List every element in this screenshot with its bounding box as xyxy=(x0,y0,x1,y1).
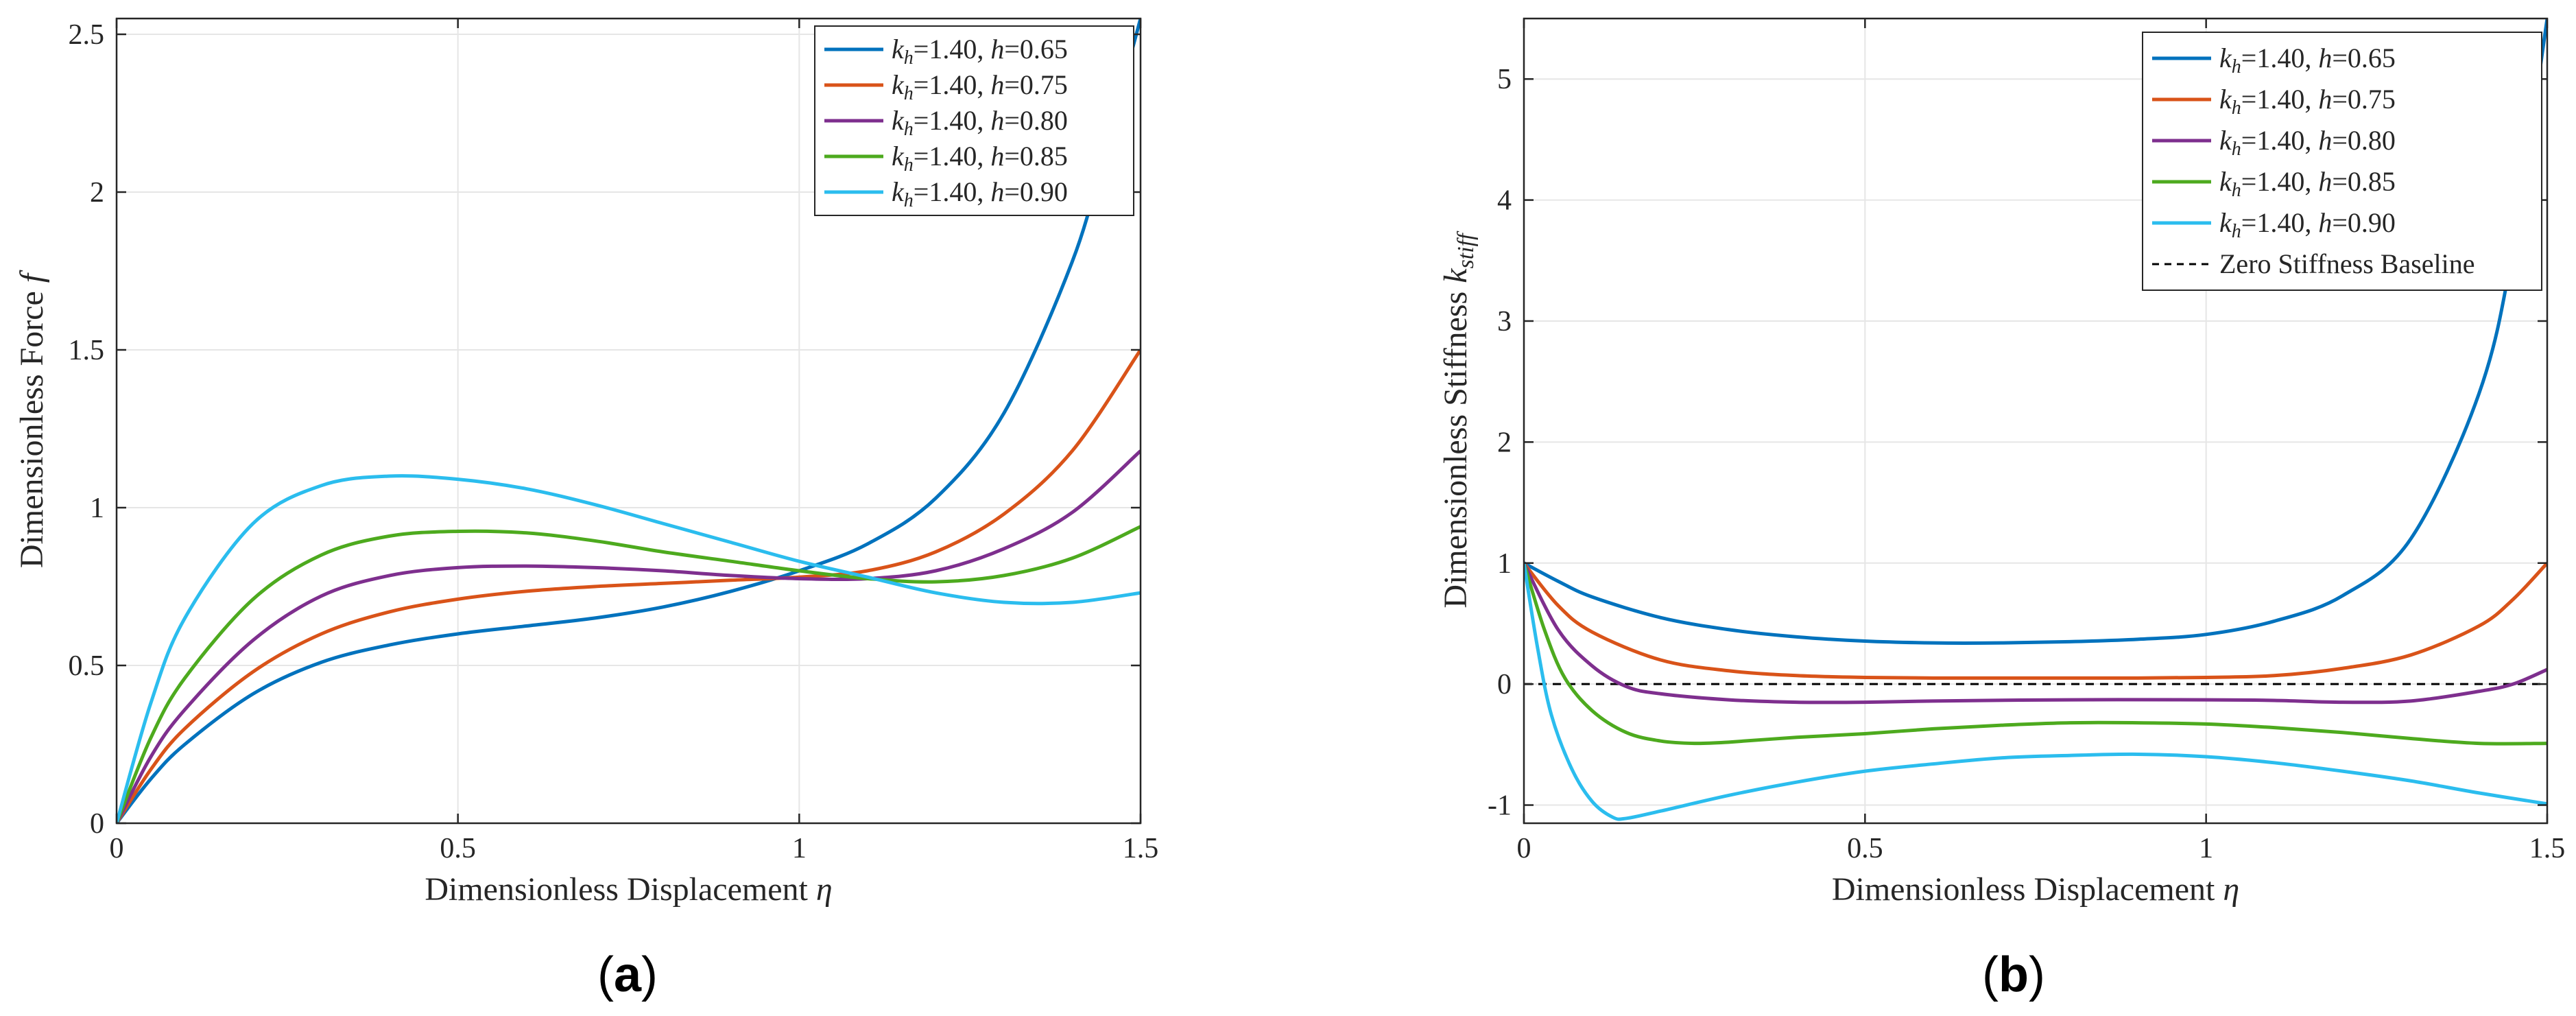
y-tick-label: 1.5 xyxy=(69,335,105,366)
panel-label: (a) xyxy=(597,947,658,1002)
x-axis-label: Dimensionless Displacement η xyxy=(1832,871,2239,908)
legend-entry: kh=1.40, h=0.65 xyxy=(892,34,1068,69)
series-line-3 xyxy=(1524,563,2547,746)
panel-label: (b) xyxy=(1982,947,2045,1002)
legend-entry-baseline: Zero Stiffness Baseline xyxy=(2219,248,2475,279)
legend-entry: kh=1.40, h=0.75 xyxy=(892,69,1068,104)
y-tick-label: 3 xyxy=(1497,306,1512,338)
y-axis-label: Dimensionless Stiffness kstiff xyxy=(1438,231,1479,609)
y-tick-label: -1 xyxy=(1488,790,1512,822)
series-line-1 xyxy=(117,348,1141,823)
legend-entry: kh=1.40, h=0.90 xyxy=(2219,207,2396,242)
legend-entry: kh=1.40, h=0.85 xyxy=(2219,166,2396,201)
legend-box xyxy=(2142,32,2542,291)
x-tick-label: 1 xyxy=(792,833,807,864)
legend-entry: kh=1.40, h=0.90 xyxy=(892,176,1068,211)
y-tick-label: 2 xyxy=(90,177,104,209)
series-line-0 xyxy=(117,19,1141,823)
y-tick-label: 1 xyxy=(1497,548,1512,580)
series-line-2 xyxy=(117,449,1141,823)
plot-frame xyxy=(1523,17,2549,825)
x-axis-label: Dimensionless Displacement η xyxy=(425,871,832,908)
series-line-0 xyxy=(1524,19,2547,645)
series-line-1 xyxy=(1524,562,2547,680)
y-axis-label: Dimensionless Force f xyxy=(14,270,50,568)
x-tick-label: 0 xyxy=(110,833,124,864)
legend-entry: kh=1.40, h=0.80 xyxy=(2219,125,2396,160)
x-tick-label: 1.5 xyxy=(1123,833,1159,864)
x-tick-label: 0 xyxy=(1517,833,1531,864)
y-tick-label: 0 xyxy=(90,808,104,840)
series-line-2 xyxy=(1524,562,2547,705)
y-tick-label: 2 xyxy=(1497,427,1512,458)
y-tick-label: 4 xyxy=(1497,185,1512,217)
legend-entry: kh=1.40, h=0.85 xyxy=(892,141,1068,176)
y-tick-label: 0.5 xyxy=(69,650,105,682)
chart-a: 0 0.5 1 1.5 0 0.5 1 1.5 2 2.5 Dimensionless Displa… xyxy=(14,17,1159,1002)
series-line-4 xyxy=(117,474,1141,823)
y-tick-label: 2.5 xyxy=(69,19,105,51)
series-line-4 xyxy=(1524,563,2547,821)
series-line-3 xyxy=(117,525,1141,823)
legend-entry: kh=1.40, h=0.65 xyxy=(2219,43,2396,78)
legend-entry: kh=1.40, h=0.80 xyxy=(892,105,1068,140)
x-tick-label: 0.5 xyxy=(440,833,476,864)
plot-frame xyxy=(115,17,1142,825)
x-tick-label: 1 xyxy=(2199,833,2213,864)
y-tick-label: 0 xyxy=(1497,669,1512,700)
y-tick-label: 5 xyxy=(1497,64,1512,95)
x-tick-label: 0.5 xyxy=(1847,833,1883,864)
y-tick-label: 1 xyxy=(90,493,104,524)
legend-entry: kh=1.40, h=0.75 xyxy=(2219,84,2396,119)
x-tick-label: 1.5 xyxy=(2529,833,2566,864)
